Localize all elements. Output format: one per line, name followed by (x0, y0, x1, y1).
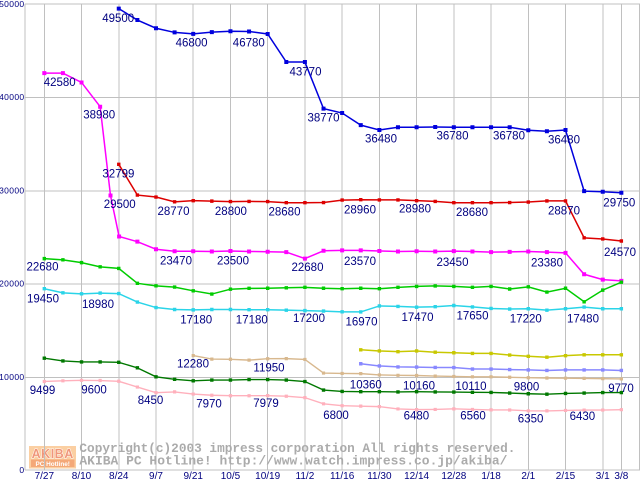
svg-text:36480: 36480 (365, 134, 397, 146)
svg-text:17650: 17650 (457, 311, 489, 323)
svg-text:23470: 23470 (160, 256, 192, 268)
svg-text:28680: 28680 (269, 207, 301, 219)
svg-text:17220: 17220 (510, 314, 542, 326)
svg-text:42580: 42580 (44, 77, 76, 89)
svg-text:16970: 16970 (346, 317, 378, 329)
svg-text:9/21: 9/21 (183, 471, 203, 480)
svg-text:9600: 9600 (81, 385, 107, 397)
svg-text:11/2: 11/2 (296, 471, 315, 480)
svg-text:17480: 17480 (567, 314, 599, 326)
svg-text:8450: 8450 (138, 395, 164, 407)
svg-text:9770: 9770 (608, 383, 634, 395)
svg-text:24570: 24570 (604, 247, 636, 259)
svg-text:11/16: 11/16 (330, 471, 355, 480)
svg-text:7/27: 7/27 (35, 471, 55, 480)
svg-text:3/1: 3/1 (596, 471, 610, 480)
svg-text:36780: 36780 (493, 131, 525, 143)
svg-text:11/30: 11/30 (367, 471, 392, 480)
svg-text:10/5: 10/5 (221, 471, 241, 480)
svg-text:7970: 7970 (196, 399, 222, 411)
svg-text:19450: 19450 (27, 294, 59, 306)
svg-text:AKIBA: AKIBA (32, 447, 74, 461)
svg-text:28800: 28800 (215, 206, 247, 218)
svg-text:36780: 36780 (437, 131, 469, 143)
svg-text:1/18: 1/18 (481, 471, 501, 480)
svg-text:17470: 17470 (402, 312, 434, 324)
svg-text:0: 0 (19, 465, 24, 475)
svg-text:49500: 49500 (102, 13, 134, 25)
svg-text:AKIBA PC Hotline! http://www.: AKIBA PC Hotline! http://www.watch.impre… (79, 454, 507, 469)
svg-text:23380: 23380 (531, 258, 563, 270)
svg-text:38770: 38770 (308, 113, 340, 125)
svg-text:6480: 6480 (404, 410, 430, 422)
svg-text:9499: 9499 (30, 385, 56, 397)
svg-text:6800: 6800 (323, 410, 349, 422)
svg-text:7979: 7979 (253, 398, 279, 410)
svg-text:9800: 9800 (514, 382, 540, 394)
svg-text:23500: 23500 (217, 256, 249, 268)
svg-text:32799: 32799 (102, 168, 134, 180)
svg-text:12/28: 12/28 (441, 471, 466, 480)
svg-text:10360: 10360 (350, 380, 382, 392)
svg-text:23450: 23450 (437, 257, 469, 269)
svg-text:28960: 28960 (344, 205, 376, 217)
svg-text:30000: 30000 (0, 185, 25, 195)
svg-text:28680: 28680 (456, 207, 488, 219)
svg-text:50000: 50000 (0, 0, 25, 9)
svg-text:29500: 29500 (104, 199, 136, 211)
svg-text:23570: 23570 (344, 256, 376, 268)
svg-text:28870: 28870 (548, 206, 580, 218)
svg-text:Copyright(c)2003 impress corpo: Copyright(c)2003 impress corporation All… (79, 441, 515, 456)
svg-text:46800: 46800 (176, 38, 208, 50)
svg-text:6560: 6560 (460, 410, 486, 422)
svg-text:3/8: 3/8 (614, 471, 628, 480)
svg-text:28980: 28980 (399, 204, 431, 216)
svg-text:8/24: 8/24 (109, 471, 129, 480)
svg-text:22680: 22680 (292, 262, 324, 274)
svg-text:12/14: 12/14 (404, 471, 429, 480)
svg-text:17180: 17180 (180, 315, 212, 327)
svg-text:6430: 6430 (570, 411, 596, 423)
svg-text:38980: 38980 (83, 109, 115, 121)
svg-text:2/15: 2/15 (556, 471, 576, 480)
svg-text:18980: 18980 (82, 299, 114, 311)
svg-text:8/10: 8/10 (72, 471, 92, 480)
svg-text:10160: 10160 (403, 381, 435, 393)
svg-text:10110: 10110 (455, 381, 486, 393)
svg-text:12280: 12280 (177, 359, 209, 371)
svg-text:17200: 17200 (293, 313, 325, 325)
svg-text:20000: 20000 (0, 279, 25, 289)
svg-text:40000: 40000 (0, 92, 25, 102)
svg-text:29750: 29750 (603, 198, 635, 210)
svg-text:46780: 46780 (233, 38, 265, 50)
svg-text:PC Hotline!: PC Hotline! (35, 461, 69, 468)
svg-text:17180: 17180 (236, 315, 268, 327)
svg-text:9/7: 9/7 (149, 471, 163, 480)
svg-text:22680: 22680 (27, 262, 59, 274)
svg-text:2/1: 2/1 (521, 471, 535, 480)
svg-text:10/19: 10/19 (255, 471, 280, 480)
svg-text:43770: 43770 (290, 67, 322, 79)
svg-text:10000: 10000 (0, 372, 25, 382)
svg-text:36480: 36480 (548, 135, 580, 147)
svg-text:6350: 6350 (518, 414, 544, 426)
svg-text:28770: 28770 (158, 206, 190, 218)
svg-text:11950: 11950 (253, 363, 284, 375)
